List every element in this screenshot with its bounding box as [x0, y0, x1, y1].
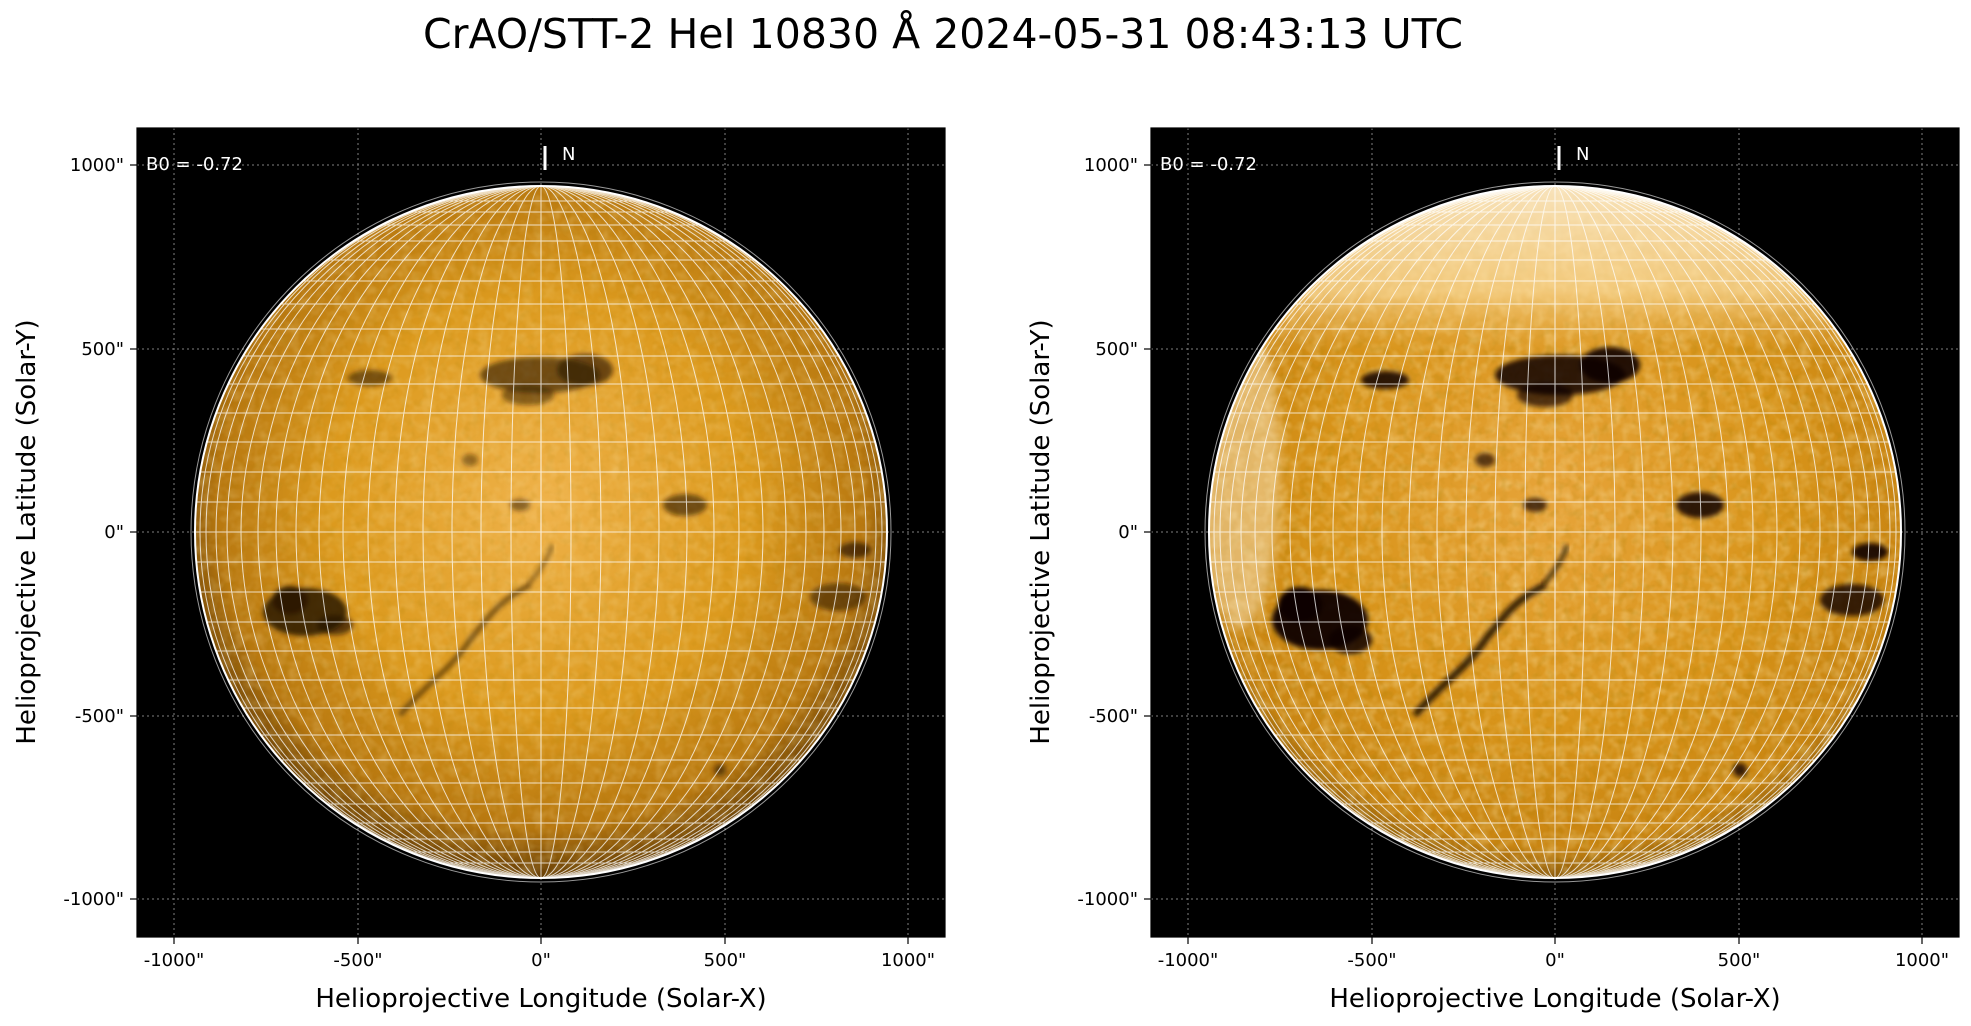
- left-ytick-label: -1000": [63, 889, 124, 910]
- left-north-label: N: [562, 144, 575, 165]
- right-x-axis-label: Helioprojective Longitude (Solar-X): [1329, 984, 1780, 1014]
- right-tick-marks: [1144, 164, 1923, 944]
- right-ytick-label: 500": [1095, 339, 1138, 360]
- left-limb-outline: [194, 185, 888, 879]
- left-ytick-label: 1000": [70, 155, 124, 176]
- left-panel: N B0 = -0.72 -1000" -500" 0" 500" 1000" …: [12, 127, 946, 1014]
- right-xtick-label: -1000": [1158, 950, 1219, 971]
- right-xtick-label: 1000": [1895, 950, 1949, 971]
- right-north-label: N: [1576, 144, 1589, 165]
- right-panel: N B0 = -0.72 -1000" -500" 0" 500" 1000" …: [1026, 127, 1960, 1014]
- right-limb-outline: [1208, 185, 1902, 879]
- left-xtick-label: -500": [333, 950, 382, 971]
- left-x-axis-label: Helioprojective Longitude (Solar-X): [315, 984, 766, 1014]
- right-xtick-label: -500": [1347, 950, 1396, 971]
- right-ytick-label: -1000": [1077, 889, 1138, 910]
- left-tick-marks: [130, 164, 909, 944]
- right-ytick-label: -500": [1089, 706, 1138, 727]
- left-b0-label: B0 = -0.72: [146, 154, 243, 175]
- left-ytick-label: -500": [75, 706, 124, 727]
- left-xtick-label: -1000": [144, 950, 205, 971]
- left-xtick-label: 500": [704, 950, 747, 971]
- figure-title: CrAO/STT-2 HeI 10830 Å 2024-05-31 08:43:…: [423, 10, 1463, 58]
- right-ytick-label: 0": [1118, 522, 1138, 543]
- left-xtick-label: 1000": [881, 950, 935, 971]
- right-ytick-label: 1000": [1084, 155, 1138, 176]
- left-xtick-label: 0": [531, 950, 551, 971]
- left-ytick-label: 0": [104, 522, 124, 543]
- right-y-axis-label: Helioprojective Latitude (Solar-Y): [1026, 319, 1056, 744]
- right-b0-label: B0 = -0.72: [1160, 154, 1257, 175]
- left-ytick-label: 500": [81, 339, 124, 360]
- left-y-axis-label: Helioprojective Latitude (Solar-Y): [12, 319, 42, 744]
- right-xtick-label: 500": [1718, 950, 1761, 971]
- right-xtick-label: 0": [1545, 950, 1565, 971]
